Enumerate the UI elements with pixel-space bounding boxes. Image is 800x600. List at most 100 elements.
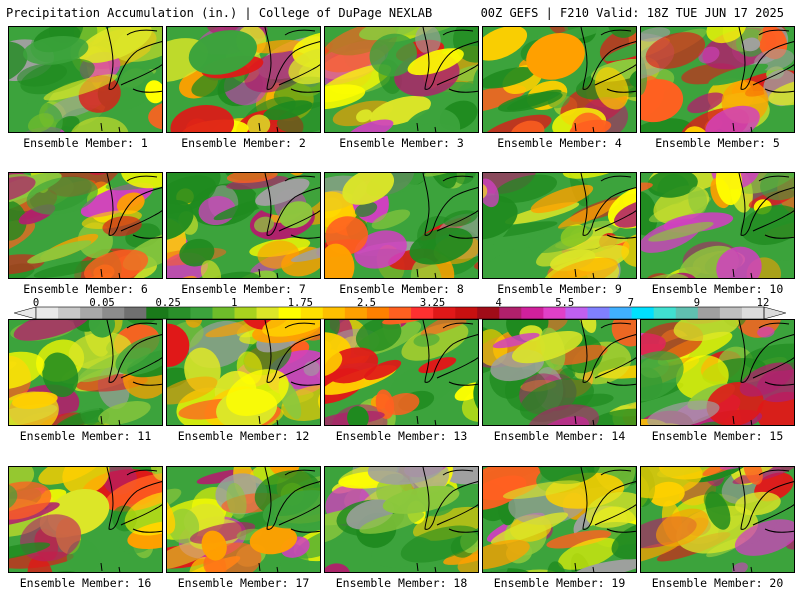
colorbar-swatch (124, 307, 147, 319)
colorbar-tick-label: 12 (756, 297, 770, 309)
colorbar-swatch (411, 307, 434, 319)
colorbar-tick-label: 7 (627, 297, 634, 309)
ensemble-member-label: Ensemble Member: 6 (23, 282, 148, 296)
colorbar-swatch (36, 307, 59, 319)
ensemble-member-panel (8, 319, 163, 426)
colorbar-swatch (499, 307, 522, 319)
precip-map (8, 26, 163, 133)
precip-map (482, 172, 637, 279)
precip-map (324, 466, 479, 573)
colorbar-swatch (190, 307, 213, 319)
precip-map (324, 26, 479, 133)
colorbar-swatch (168, 307, 191, 319)
ensemble-member-panel (324, 319, 479, 426)
run-valid-time: 00Z GEFS | F210 Valid: 18Z TUE JUN 17 20… (480, 6, 784, 20)
colorbar-tick-label: 5.5 (555, 297, 575, 309)
colorbar-swatch (212, 307, 235, 319)
ensemble-member-label: Ensemble Member: 3 (339, 136, 464, 150)
colorbar-swatch (256, 307, 279, 319)
precip-map (8, 466, 163, 573)
precip-map (324, 172, 479, 279)
precip-map (640, 172, 795, 279)
colorbar-swatch (58, 307, 81, 319)
colorbar-swatch (697, 307, 721, 319)
precip-map (166, 172, 321, 279)
ensemble-member-panel (166, 319, 321, 426)
colorbar-tick-label: 4 (495, 297, 502, 309)
ensemble-member-label: Ensemble Member: 17 (177, 576, 310, 590)
colorbar-tick-label: 9 (693, 297, 701, 309)
ensemble-member-label: Ensemble Member: 14 (493, 429, 626, 443)
colorbar-swatch (146, 307, 169, 319)
ensemble-member-label: Ensemble Member: 20 (651, 576, 784, 590)
ensemble-member-panel (166, 172, 321, 279)
colorbar-tick-label: 0 (32, 297, 40, 309)
colorbar-swatch (80, 307, 103, 319)
ensemble-member-panel (640, 26, 795, 133)
ensemble-member-panel (482, 466, 637, 573)
colorbar-swatch (300, 307, 324, 319)
colorbar-swatch (278, 307, 302, 319)
colorbar-swatch (587, 307, 610, 319)
colorbar-tick-label: 2.5 (356, 297, 376, 309)
ensemble-member-label: Ensemble Member: 5 (655, 136, 780, 150)
colorbar-swatch (521, 307, 544, 319)
ensemble-member-panel (640, 172, 795, 279)
ensemble-member-panel (482, 319, 637, 426)
precip-map (482, 466, 637, 573)
colorbar-swatch (565, 307, 588, 319)
ensemble-member-panel (640, 319, 795, 426)
ensemble-member-panel (482, 172, 637, 279)
ensemble-member-panel (166, 466, 321, 573)
precipitation-colorbar (14, 306, 786, 320)
colorbar-swatch (653, 307, 677, 319)
ensemble-member-label: Ensemble Member: 12 (177, 429, 310, 443)
precip-map (8, 319, 163, 426)
ensemble-member-label: Ensemble Member: 11 (19, 429, 152, 443)
precip-map (8, 172, 163, 279)
ensemble-member-panel (324, 172, 479, 279)
colorbar-swatch (609, 307, 632, 319)
ensemble-member-panel (482, 26, 637, 133)
colorbar-tick-label: 3.25 (419, 297, 446, 309)
colorbar-swatch (234, 307, 257, 319)
colorbar-tick-label: 1.75 (287, 297, 314, 309)
precip-map (166, 466, 321, 573)
colorbar-swatch (102, 307, 125, 319)
ensemble-member-panel (8, 172, 163, 279)
precip-map (166, 26, 321, 133)
ensemble-member-label: Ensemble Member: 1 (23, 136, 148, 150)
precip-map (166, 319, 321, 426)
precip-map (482, 26, 637, 133)
colorbar-swatch (388, 307, 412, 319)
ensemble-member-label: Ensemble Member: 18 (335, 576, 468, 590)
ensemble-member-panel (324, 26, 479, 133)
colorbar-swatch (322, 307, 346, 319)
ensemble-member-panel (8, 466, 163, 573)
ensemble-member-panel (166, 26, 321, 133)
ensemble-member-label: Ensemble Member: 4 (497, 136, 622, 150)
precip-map (640, 26, 795, 133)
precip-map (324, 319, 479, 426)
chart-title: Precipitation Accumulation (in.) | Colle… (6, 6, 433, 20)
ensemble-member-label: Ensemble Member: 7 (181, 282, 306, 296)
colorbar-swatch (543, 307, 566, 319)
colorbar-swatch (455, 307, 478, 319)
colorbar-swatch (366, 307, 390, 319)
precip-map (640, 466, 795, 573)
precip-map (640, 319, 795, 426)
ensemble-member-label: Ensemble Member: 15 (651, 429, 784, 443)
precip-map (482, 319, 637, 426)
ensemble-member-panel (640, 466, 795, 573)
colorbar-swatch (631, 307, 654, 319)
ensemble-member-label: Ensemble Member: 2 (181, 136, 306, 150)
colorbar-tick-label: 0.05 (89, 297, 115, 309)
colorbar-swatch (719, 307, 743, 319)
ensemble-member-label: Ensemble Member: 8 (339, 282, 464, 296)
colorbar-tick-label: 1 (231, 297, 238, 309)
ensemble-member-panel (8, 26, 163, 133)
ensemble-member-panel (324, 466, 479, 573)
colorbar-tick-label: 0.25 (155, 297, 181, 309)
colorbar-swatch (477, 307, 500, 319)
colorbar-swatch (344, 307, 368, 319)
